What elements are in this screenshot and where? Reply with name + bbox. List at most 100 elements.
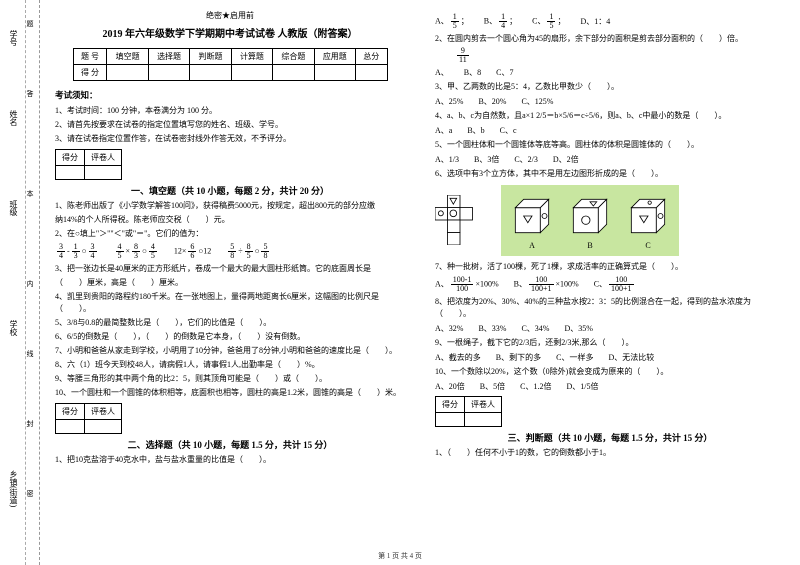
notice-item: 1、考试时间：100 分钟，本卷满分为 100 分。 bbox=[55, 105, 405, 117]
td bbox=[273, 65, 314, 81]
q: 10、一个数除以20%，这个数（0除外)就会变成为原来的（ ）。 bbox=[435, 366, 785, 378]
q: 3、甲、乙两数的比是5：4，乙数比甲数少（ ）。 bbox=[435, 81, 785, 93]
opt: C、100100+1 bbox=[594, 276, 636, 293]
td bbox=[107, 65, 148, 81]
opt: B、5倍 bbox=[480, 381, 505, 392]
page-footer: 第 1 页 共 4 页 bbox=[0, 551, 800, 561]
opt: B、8 bbox=[464, 67, 481, 78]
opts: A、100-1100×100% B、100100+1×100% C、100100… bbox=[435, 276, 785, 293]
q: 5、一个圆柱体和一个圆锥体等底等高。圆柱体的体积是圆锥体的（ ）。 bbox=[435, 139, 785, 151]
opt: A、1/3 bbox=[435, 154, 459, 165]
cube-net bbox=[435, 195, 485, 247]
opt: A、100-1100×100% bbox=[435, 276, 499, 293]
q: 1、（ ）任何不小于1的数，它的倒数都小于1。 bbox=[435, 447, 785, 459]
q: 7、小明和爸爸从家走到学校，小明用了10分钟，爸爸用了8分钟,小明和爸爸的速度比… bbox=[55, 345, 405, 357]
q: 9、一根绳子，截下它的2/3后，还剩2/3米,那么（ ）。 bbox=[435, 337, 785, 349]
opt: D、1/5倍 bbox=[566, 381, 598, 392]
q: 2、在圆内剪去一个圆心角为45的扇形，余下部分的面积是剪去部分面积的（ ）倍。 bbox=[435, 33, 785, 45]
scorebox-label: 得分 bbox=[56, 150, 85, 166]
confidential-label: 绝密★启用前 bbox=[55, 10, 405, 21]
fraction-row: 34-13○34 45×83○45 12×66○12 58÷85○58 bbox=[55, 243, 405, 260]
scorebox-label: 得分 bbox=[56, 404, 85, 420]
scorebox-cell bbox=[56, 166, 85, 180]
opt: A、截去的多 bbox=[435, 352, 481, 363]
margin-field-class: 班级 bbox=[8, 200, 19, 216]
cube-label: A bbox=[507, 241, 557, 250]
scorebox-cell bbox=[56, 420, 85, 434]
td bbox=[190, 65, 231, 81]
opt: C、7 bbox=[496, 67, 513, 78]
cube-label: C bbox=[623, 241, 673, 250]
td bbox=[314, 65, 355, 81]
q: 8、六（1）班今天到校48人，请病假1人，请事假1人,出勤率是（ ）%。 bbox=[55, 359, 405, 371]
q: （ ）厘米，高是（ ）厘米。 bbox=[55, 277, 405, 289]
edge-word: 密 bbox=[25, 490, 35, 497]
margin-field-name: 姓名 bbox=[8, 110, 19, 126]
exam-title: 2019 年六年级数学下学期期中考试试卷 人教版（附答案） bbox=[55, 25, 405, 40]
q: 4、凯里到贵阳的路程约180千米。在一张地图上，量得两地距离长6厘米，这幅图的比… bbox=[55, 291, 405, 315]
cube-options: A B C bbox=[501, 185, 679, 256]
q: 1、把10克盐溶于40克水中，盐与盐水重量的比值是（ ）。 bbox=[55, 454, 405, 466]
cube-b bbox=[565, 191, 615, 241]
opt: B、b bbox=[467, 125, 484, 136]
scorebox-label: 评卷人 bbox=[465, 397, 502, 413]
opt: A、20倍 bbox=[435, 381, 465, 392]
left-column: 绝密★启用前 2019 年六年级数学下学期期中考试试卷 人教版（附答案） 题 号… bbox=[40, 0, 420, 565]
td bbox=[356, 65, 387, 81]
opts: A、a B、b C、c bbox=[435, 125, 785, 136]
q: 4、a、b、c为自然数，且a×1 2/5＝b×5/6＝c÷5/6，则a、b、c中… bbox=[435, 110, 785, 122]
opt: B、20% bbox=[478, 96, 506, 107]
opt: C、c bbox=[500, 125, 517, 136]
q: 9、等腰三角形的其中两个角的比2：5，则其顶角可能是（ ）或（ ）。 bbox=[55, 373, 405, 385]
opt: A、 bbox=[435, 67, 449, 78]
margin-field-id: 学号 bbox=[8, 30, 19, 46]
th: 选择题 bbox=[148, 49, 189, 65]
td: 得 分 bbox=[73, 65, 107, 81]
opt: A、15； bbox=[435, 13, 469, 30]
th: 题 号 bbox=[73, 49, 107, 65]
opt: C、2/3 bbox=[514, 154, 538, 165]
edge-word: 答 bbox=[25, 90, 35, 97]
cube-c bbox=[623, 191, 673, 241]
opts: A、15； B、14； C、15； D、1：4 bbox=[435, 13, 785, 30]
scorebox-cell bbox=[85, 420, 122, 434]
opt: B、33% bbox=[478, 323, 506, 334]
edge-word: 本 bbox=[25, 190, 35, 197]
opt: C、1.2倍 bbox=[520, 381, 551, 392]
scorebox-cell bbox=[436, 413, 465, 427]
opt: D、2倍 bbox=[553, 154, 579, 165]
right-column: A、15； B、14； C、15； D、1：4 2、在圆内剪去一个圆心角为45的… bbox=[420, 0, 800, 565]
q: 3、把一张边长是40厘米的正方形纸片，卷成一个最大的最大圆柱形纸筒。它的底面周长… bbox=[55, 263, 405, 275]
opt: A、25% bbox=[435, 96, 463, 107]
opt: A、32% bbox=[435, 323, 463, 334]
opt: C、一样多 bbox=[556, 352, 593, 363]
q: 10、一个圆柱和一个圆锥的体积相等，底面积也相等，圆柱的高是1.2米，圆锥的高是… bbox=[55, 387, 405, 399]
opt: C、34% bbox=[521, 323, 549, 334]
scorebox-label: 得分 bbox=[436, 397, 465, 413]
q: 2、在○填上"＞""＜"或"＝"。它们的值为： bbox=[55, 228, 405, 240]
q: 6、选项中有3个立方体，其中不是用左边图形折成的是（ ）。 bbox=[435, 168, 785, 180]
th: 判断题 bbox=[190, 49, 231, 65]
opt: D、无法比较 bbox=[608, 352, 654, 363]
cube-label: B bbox=[565, 241, 615, 250]
notice-item: 3、请在试卷指定位置作答，在试卷密封线外作答无效，不予评分。 bbox=[55, 133, 405, 145]
td bbox=[231, 65, 272, 81]
section2-title: 二、选择题（共 10 小题，每题 1.5 分，共计 15 分） bbox=[55, 438, 405, 451]
edge-word: 内 bbox=[25, 280, 35, 287]
notice-title: 考试须知： bbox=[55, 89, 405, 101]
scorebox-cell bbox=[465, 413, 502, 427]
q: 5、3/8与0.8的最简整数比是（ ），它们的比值是（ ）。 bbox=[55, 317, 405, 329]
th: 应用题 bbox=[314, 49, 355, 65]
opt: B、14； bbox=[484, 13, 517, 30]
edge-word: 封 bbox=[25, 420, 35, 427]
opt: A、a bbox=[435, 125, 452, 136]
binding-margin: 学号 姓名 班级 学校 乡镇(街道) 题 答 本 内 线 封 密 bbox=[0, 0, 40, 565]
opt: D、1：4 bbox=[580, 16, 610, 27]
q: 8、把浓度为20%、30%、40%的三种盐水按2：3：5的比例混合在一起，得到的… bbox=[435, 296, 785, 320]
opt: B、剩下的多 bbox=[496, 352, 541, 363]
th: 总分 bbox=[356, 49, 387, 65]
section-scorebox: 得分评卷人 bbox=[435, 396, 502, 427]
q: 7、种一批树，活了100棵，死了1棵，求成活率的正确算式是（ ）。 bbox=[435, 261, 785, 273]
th: 综合题 bbox=[273, 49, 314, 65]
q: 纳14%的个人所得税。陈老师应交税（ ）元。 bbox=[55, 214, 405, 226]
